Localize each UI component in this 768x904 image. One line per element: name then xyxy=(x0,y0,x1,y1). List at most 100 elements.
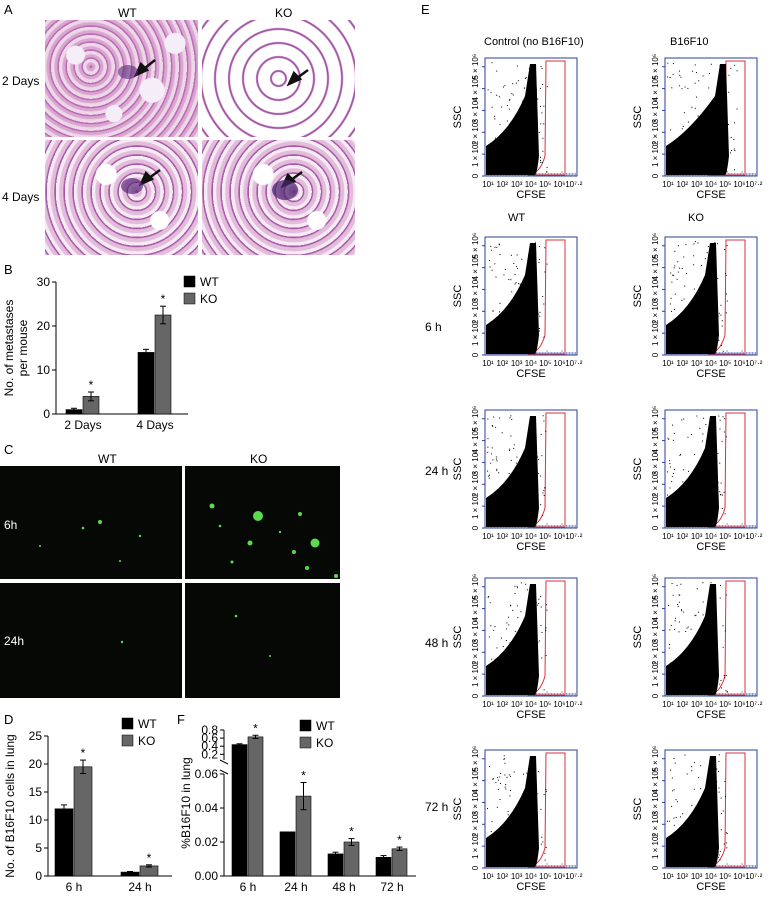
event-dot xyxy=(678,631,680,633)
x-tick-label: 24 h xyxy=(284,880,307,894)
event-dot xyxy=(504,762,506,764)
event-dot xyxy=(669,662,671,664)
event-dot xyxy=(724,677,726,679)
event-dot xyxy=(529,307,531,309)
event-dot xyxy=(531,638,533,640)
x-tick-label: 10² xyxy=(497,700,509,709)
event-dot xyxy=(499,799,501,801)
y-tick-label: 4 × 10⁶ xyxy=(471,596,480,622)
event-dot xyxy=(721,813,723,815)
event-dot xyxy=(707,837,709,839)
event-dot xyxy=(689,513,691,515)
event-dot xyxy=(489,474,491,476)
event-dot xyxy=(539,640,541,642)
event-dot xyxy=(494,115,496,117)
y-axis-label: %B16F10 in lung xyxy=(179,757,193,848)
event-dot xyxy=(670,297,672,299)
event-dot xyxy=(701,309,703,311)
event-dot xyxy=(523,792,525,794)
event-dot xyxy=(495,163,497,165)
event-dot xyxy=(710,131,712,133)
event-dot xyxy=(533,475,535,477)
event-dot xyxy=(681,610,683,612)
event-dot xyxy=(514,593,516,595)
event-dot xyxy=(667,62,669,64)
y-tick-label: 5 × 10⁶ xyxy=(471,746,480,772)
event-dot xyxy=(496,834,498,836)
event-dot xyxy=(536,793,538,795)
y-tick-label: 3 × 10⁶ xyxy=(651,790,660,816)
event-dot xyxy=(736,108,738,110)
event-dot xyxy=(736,70,738,72)
x-tick-label: 10³ xyxy=(511,872,523,881)
event-dot xyxy=(514,636,516,638)
event-dot xyxy=(690,137,692,139)
event-dot xyxy=(720,128,722,130)
event-dot xyxy=(713,124,715,126)
event-dot xyxy=(690,140,692,142)
event-dot xyxy=(526,589,528,591)
event-dot xyxy=(534,158,536,160)
event-dot xyxy=(520,647,522,649)
dot-density xyxy=(666,756,719,867)
event-dot xyxy=(539,315,541,317)
event-dot xyxy=(714,612,716,614)
event-dot xyxy=(507,810,509,812)
event-dot xyxy=(693,243,695,245)
event-dot xyxy=(511,418,513,420)
event-dot xyxy=(667,437,669,439)
x-tick-label: 10¹ xyxy=(482,700,494,709)
event-dot xyxy=(492,459,494,461)
dot-density xyxy=(486,756,539,867)
event-dot xyxy=(527,495,529,497)
event-dot xyxy=(498,168,500,170)
event-dot xyxy=(540,504,542,506)
y-tick-label: 0 xyxy=(471,173,480,178)
event-dot xyxy=(538,602,540,604)
event-dot xyxy=(496,837,498,839)
event-dot xyxy=(492,425,494,427)
event-dot xyxy=(534,838,536,840)
event-dot xyxy=(491,453,493,455)
event-dot xyxy=(498,520,500,522)
event-dot xyxy=(678,621,680,623)
event-dot xyxy=(673,758,675,760)
event-dot xyxy=(709,810,711,812)
event-dot xyxy=(720,101,722,103)
event-dot xyxy=(677,606,679,608)
event-dot xyxy=(490,831,492,833)
x-tick-label: 10¹ xyxy=(482,532,494,541)
event-dot xyxy=(707,246,709,248)
event-dot xyxy=(513,444,515,446)
event-dot xyxy=(720,494,722,496)
event-dot xyxy=(673,432,675,434)
y-tick-label: 0.8 xyxy=(201,723,218,737)
y-tick-label: 0 xyxy=(471,865,480,870)
event-dot xyxy=(677,603,679,605)
legend-swatch xyxy=(183,275,196,288)
fluorescence-ko-24h xyxy=(185,583,340,698)
event-dot xyxy=(677,163,679,165)
panel-e-col-wt: WT xyxy=(508,212,526,224)
event-dot xyxy=(546,263,548,265)
event-dot xyxy=(537,456,539,458)
event-dot xyxy=(515,82,517,84)
event-dot xyxy=(490,146,492,148)
panel-e-row-6h: 6 h xyxy=(425,320,442,334)
y-tick-label: 4 × 10⁶ xyxy=(471,255,480,281)
legend-swatch xyxy=(121,717,134,730)
event-dot xyxy=(498,244,500,246)
event-dot xyxy=(715,160,717,162)
event-dot xyxy=(724,796,726,798)
event-dot xyxy=(682,125,684,127)
event-dot xyxy=(541,112,543,114)
event-dot xyxy=(538,473,540,475)
micrograph-ko-2days xyxy=(202,20,355,137)
event-dot xyxy=(508,774,510,776)
event-dot xyxy=(541,631,543,633)
event-dot xyxy=(543,303,545,305)
event-dot xyxy=(712,627,714,629)
event-dot xyxy=(545,790,547,792)
event-dot xyxy=(532,323,534,325)
significance-star: * xyxy=(397,833,402,847)
